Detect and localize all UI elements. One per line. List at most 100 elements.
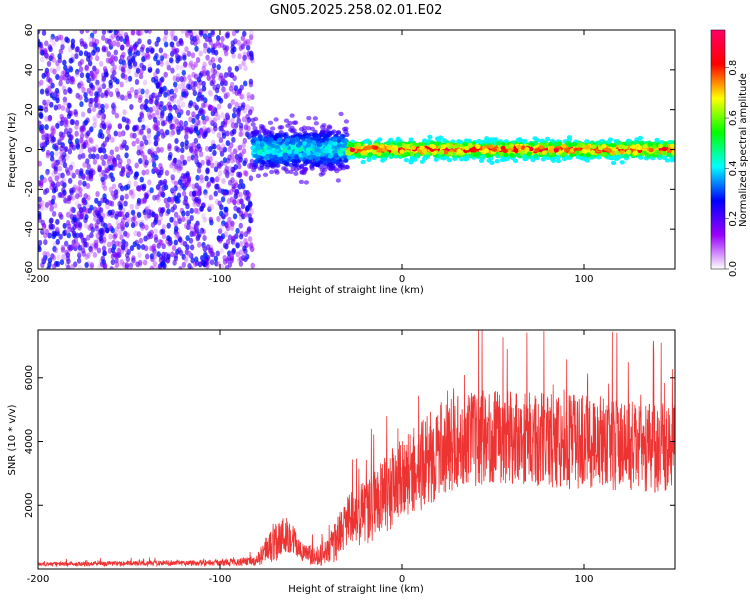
spectrogram-cell <box>583 156 589 162</box>
spectrogram-cell <box>180 101 186 108</box>
spectrogram-cell <box>45 152 51 159</box>
spectrogram-cell <box>148 94 154 101</box>
spectrogram-cell <box>44 187 50 194</box>
spectrogram-cell <box>192 201 197 208</box>
spectrogram-cell <box>92 146 97 153</box>
spectrogram-cell <box>146 128 152 135</box>
spectrogram-cell <box>305 142 311 148</box>
spectrogram-cell <box>68 194 73 201</box>
spectrogram-cell <box>39 174 45 181</box>
spectrogram-cell <box>89 247 94 254</box>
spectrogram-cell <box>301 135 307 140</box>
spectrogram-cell <box>162 36 168 43</box>
spectrogram-cell <box>184 249 190 256</box>
spectrogram-cell <box>173 225 179 232</box>
spectrogram-cell <box>96 218 101 225</box>
spectrogram-cell <box>127 59 132 66</box>
spectrogram-cell <box>107 154 112 161</box>
spectrogram-cell <box>118 229 123 236</box>
spectrogram-cell <box>191 111 196 118</box>
spectrogram-cell <box>222 258 228 265</box>
spectrogram-cell <box>162 262 167 269</box>
spectrogram-cell <box>221 87 227 94</box>
spectrogram-cell <box>183 62 188 69</box>
spectrogram-cell <box>49 206 54 213</box>
spectrogram-cell <box>248 34 254 41</box>
spectrogram-cell <box>179 40 184 47</box>
spectrogram-cell <box>44 124 49 131</box>
spectrogram-cell <box>273 168 279 174</box>
spectrogram-cell <box>89 126 94 133</box>
spectrogram-cell <box>238 256 243 263</box>
spectrogram-cell <box>446 157 453 163</box>
spectrogram-cell <box>233 85 239 92</box>
spectrogram-cell <box>619 160 625 165</box>
spectrogram-cell <box>422 156 428 161</box>
spectrogram-cell <box>246 125 251 132</box>
spectrogram-cell <box>230 220 235 227</box>
spectrogram-cell <box>92 206 98 213</box>
spectrogram-cell <box>386 141 392 146</box>
spectrogram-cell <box>218 137 224 144</box>
spectrogram-cell <box>75 168 80 175</box>
spectrogram-cell <box>149 245 155 252</box>
spectrogram-cell <box>336 143 343 148</box>
spectrogram-cell <box>156 54 162 61</box>
spectrogram-cell <box>337 135 343 141</box>
spectrogram-cell <box>101 123 107 130</box>
spectrogram-cell <box>202 216 208 223</box>
spectrogram-cell <box>156 130 161 137</box>
spectrogram-cell <box>50 160 56 167</box>
spectrogram-cell <box>91 146 97 153</box>
spectrogram-cell <box>294 136 300 141</box>
spec-y-tick-label: 60 <box>24 24 35 37</box>
spectrogram-cell <box>185 216 190 223</box>
spectrogram-cell <box>125 232 130 239</box>
spectrogram-cell <box>153 237 159 244</box>
spectrogram-cell <box>170 67 175 74</box>
spectrogram-cell <box>63 116 68 123</box>
spectrogram-cell <box>129 44 134 51</box>
spectrogram-cell <box>282 152 288 157</box>
spectrogram-cell <box>290 145 296 150</box>
spectrogram-cell <box>55 238 60 245</box>
spectrogram-cell <box>138 158 143 165</box>
spectrogram-cell <box>140 223 146 230</box>
spectrogram-cell <box>67 46 73 53</box>
spectrogram-cell <box>168 130 174 137</box>
spectrogram-cell <box>175 76 181 83</box>
spectrogram-cell <box>212 96 218 103</box>
spectrogram-cell <box>157 185 162 192</box>
spectrogram-cell <box>223 50 229 57</box>
spectrogram-cell <box>53 104 59 111</box>
spectrogram-cell <box>50 253 55 260</box>
spectrogram-cell <box>212 143 217 150</box>
spectrogram-cell <box>156 196 161 203</box>
spectrogram-cell <box>187 102 193 109</box>
spectrogram-cell <box>115 240 120 247</box>
spectrogram-cell <box>591 144 597 149</box>
spectrogram-cell <box>206 160 211 167</box>
spectrogram-cell <box>92 65 97 72</box>
spectrogram-cell <box>327 131 333 136</box>
chart-title: GN05.2025.258.02.01.E02 <box>270 3 443 18</box>
spectrogram-cell <box>47 115 52 122</box>
spectrogram-cell <box>524 146 530 152</box>
spectrogram-cell <box>363 146 369 151</box>
spectrogram-cell <box>143 103 148 110</box>
spectrogram-cell <box>119 258 124 265</box>
spectrogram-cell <box>261 129 267 134</box>
spectrogram-cell <box>538 145 544 150</box>
spectrogram-cell <box>59 120 64 127</box>
spectrogram-cell <box>88 82 94 89</box>
spectrogram-cell <box>106 159 112 166</box>
spectrogram-cell <box>194 45 199 52</box>
spectrogram-cell <box>151 211 156 218</box>
spectrogram-cell <box>517 137 523 142</box>
spectrogram-cell <box>68 127 73 134</box>
spectrogram-marks <box>38 30 675 269</box>
spectrogram-cell <box>107 200 113 207</box>
spectrogram-cell <box>610 143 616 148</box>
spectrogram-cell <box>107 222 112 229</box>
